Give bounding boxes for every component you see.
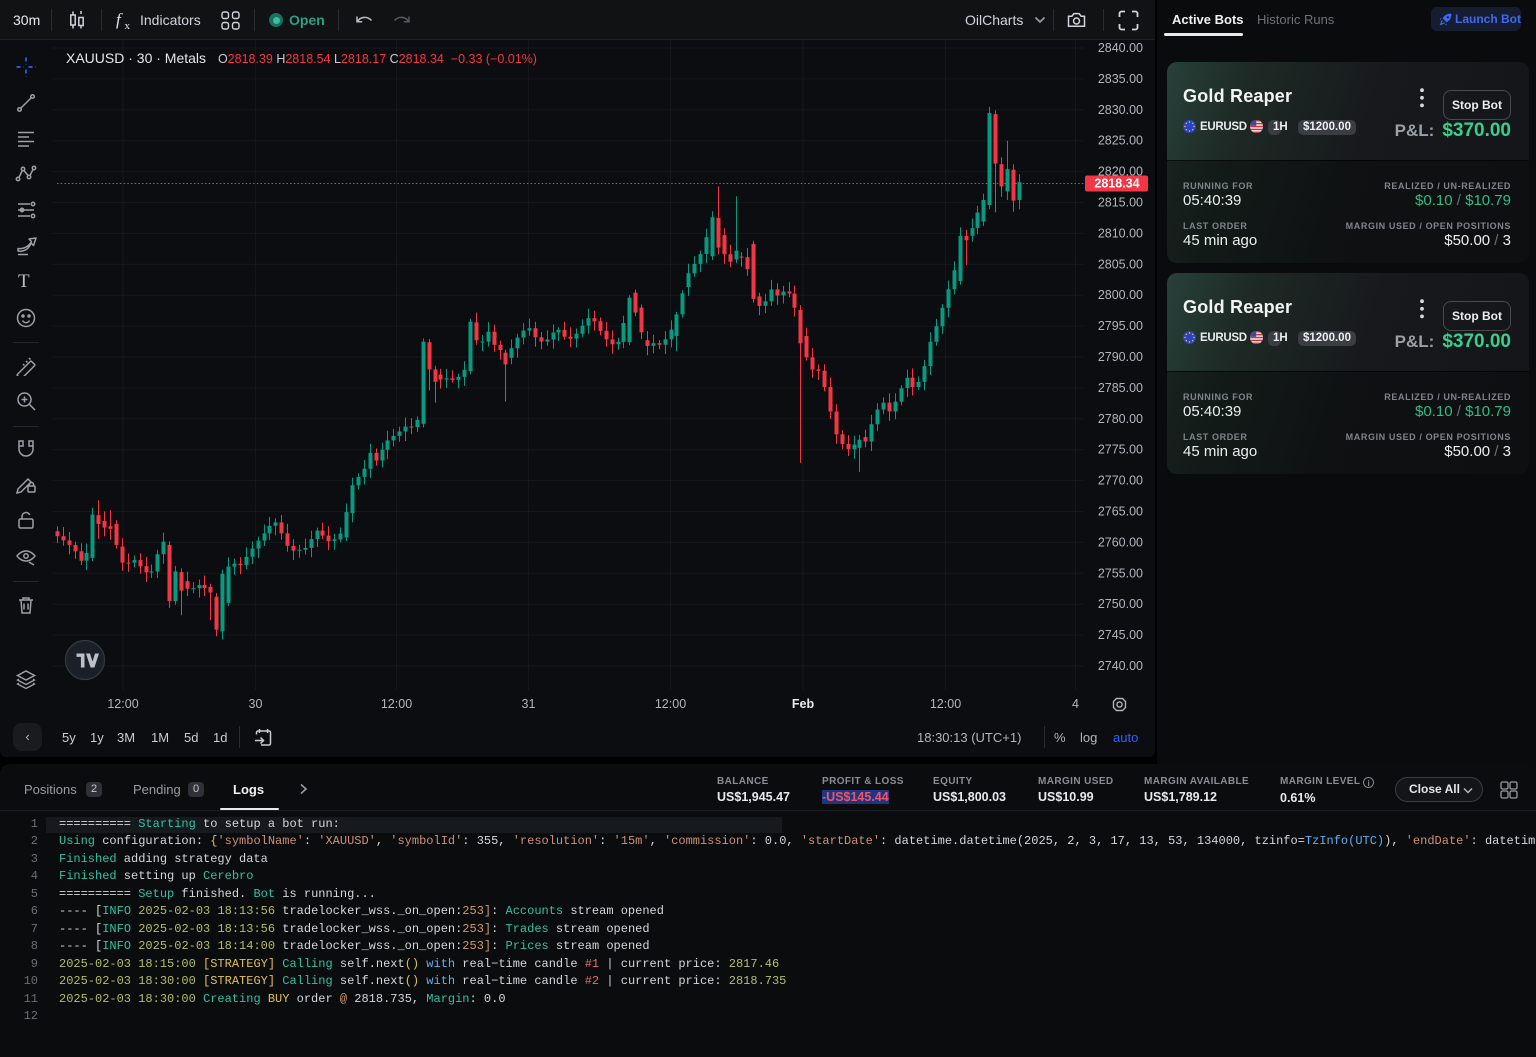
svg-text:2780.00: 2780.00 (1098, 412, 1143, 426)
svg-text:2840.00: 2840.00 (1098, 41, 1143, 55)
svg-text:2775.00: 2775.00 (1098, 443, 1143, 457)
svg-text:2800.00: 2800.00 (1098, 288, 1143, 302)
svg-text:12:00: 12:00 (107, 697, 138, 711)
svg-text:x: x (125, 20, 131, 32)
svg-text:12:00: 12:00 (381, 697, 412, 711)
svg-text:30: 30 (249, 697, 263, 711)
svg-text:2810.00: 2810.00 (1098, 226, 1143, 240)
svg-text:2785.00: 2785.00 (1098, 381, 1143, 395)
svg-text:2765.00: 2765.00 (1098, 505, 1143, 519)
svg-text:12:00: 12:00 (655, 697, 686, 711)
svg-text:2830.00: 2830.00 (1098, 103, 1143, 117)
svg-text:2745.00: 2745.00 (1098, 628, 1143, 642)
svg-text:31: 31 (522, 697, 536, 711)
svg-text:2740.00: 2740.00 (1098, 659, 1143, 673)
svg-text:12:00: 12:00 (930, 697, 961, 711)
svg-text:4: 4 (1072, 697, 1079, 711)
svg-text:2795.00: 2795.00 (1098, 319, 1143, 333)
svg-text:2805.00: 2805.00 (1098, 257, 1143, 271)
svg-text:2818.34: 2818.34 (1094, 177, 1139, 191)
svg-text:2750.00: 2750.00 (1098, 597, 1143, 611)
svg-text:2815.00: 2815.00 (1098, 196, 1143, 210)
svg-text:Feb: Feb (792, 697, 815, 711)
svg-text:2825.00: 2825.00 (1098, 134, 1143, 148)
svg-text:2790.00: 2790.00 (1098, 350, 1143, 364)
svg-text:2835.00: 2835.00 (1098, 72, 1143, 86)
svg-text:2770.00: 2770.00 (1098, 474, 1143, 488)
svg-text:2820.00: 2820.00 (1098, 165, 1143, 179)
svg-text:2755.00: 2755.00 (1098, 566, 1143, 580)
svg-text:2760.00: 2760.00 (1098, 535, 1143, 549)
svg-text:f: f (116, 10, 123, 29)
